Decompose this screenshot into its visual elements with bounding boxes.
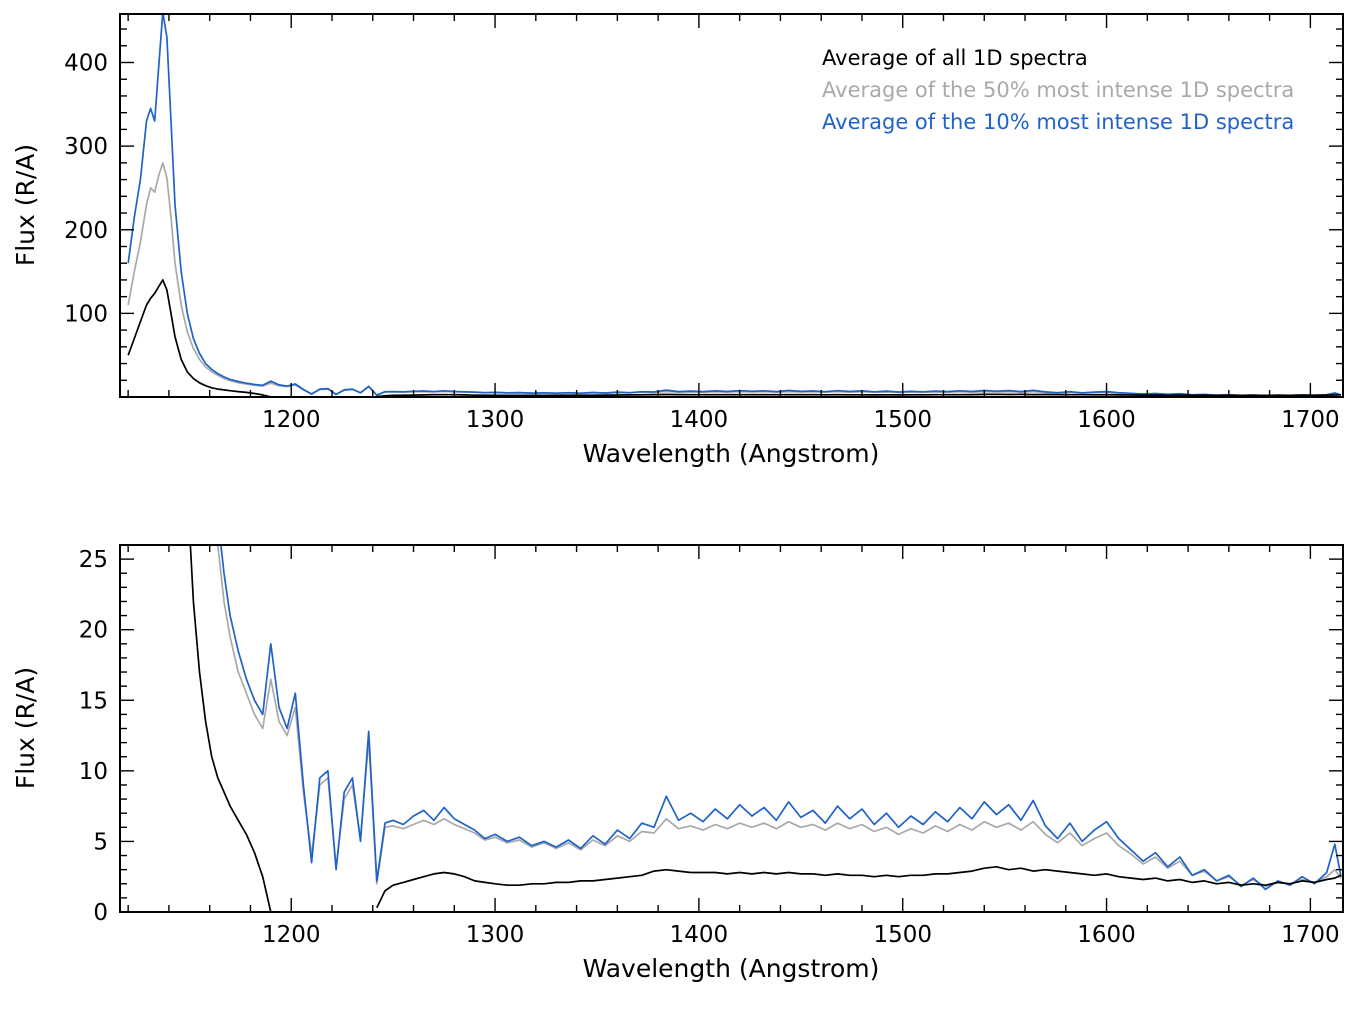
axis-ticks	[120, 14, 1343, 398]
x-tick-label: 1200	[262, 922, 321, 948]
bottom-panel: 1200 1300 1400 1500 1600 1700 0 5 10 15 20 25 Flux …	[11, 544, 1344, 983]
series-line-0	[127, 279, 1342, 397]
axis-tick-labels: 1200 1300 1400 1500 1600 1700 100 200 300 400	[64, 51, 1340, 433]
top-ylabel: Flux (R/A)	[11, 144, 40, 266]
x-tick-label: 1600	[1077, 407, 1136, 433]
axis-ticks	[120, 544, 1343, 913]
x-tick-label: 1400	[670, 922, 729, 948]
plot-frame	[119, 13, 1344, 398]
y-tick-label: 15	[79, 688, 108, 714]
y-tick-label: 0	[93, 900, 108, 926]
series-line-1	[127, 162, 1342, 397]
bottom-ylabel: Flux (R/A)	[11, 667, 40, 789]
x-tick-label: 1700	[1281, 922, 1340, 948]
top-xlabel: Wavelength (Angstrom)	[583, 439, 880, 468]
x-tick-label: 1400	[670, 407, 729, 433]
y-tick-label: 300	[64, 134, 108, 160]
bottom-xlabel: Wavelength (Angstrom)	[583, 954, 880, 983]
y-tick-label: 25	[79, 547, 108, 573]
series-line-2	[220, 545, 1342, 891]
y-tick-label: 200	[64, 218, 108, 244]
x-tick-label: 1700	[1281, 407, 1340, 433]
x-tick-label: 1300	[466, 922, 525, 948]
x-tick-label: 1500	[873, 407, 932, 433]
x-tick-label: 1500	[873, 922, 932, 948]
series-line-0	[189, 545, 1342, 912]
top-panel-plot-area: 1200 1300 1400 1500 1600 1700 100 200 300 400	[64, 13, 1344, 433]
bottom-panel-plot-area: 1200 1300 1400 1500 1600 1700 0 5 10 15 20 25	[79, 544, 1344, 948]
axis-tick-labels: 1200 1300 1400 1500 1600 1700 0 5 10 15 20 25	[79, 547, 1340, 948]
y-tick-label: 20	[79, 618, 108, 644]
legend-entry-10pct: Average of the 10% most intense 1D spect…	[822, 110, 1294, 134]
y-tick-label: 100	[64, 301, 108, 327]
legend-entry-all: Average of all 1D spectra	[822, 46, 1088, 70]
legend: Average of all 1D spectra Average of the…	[822, 46, 1294, 134]
legend-entry-50pct: Average of the 50% most intense 1D spect…	[822, 78, 1294, 102]
plot-frame	[119, 544, 1344, 913]
series-line-1	[216, 545, 1342, 888]
x-tick-label: 1600	[1077, 922, 1136, 948]
x-tick-label: 1200	[262, 407, 321, 433]
x-tick-label: 1300	[466, 407, 525, 433]
y-tick-label: 10	[79, 759, 108, 785]
top-panel: 1200 1300 1400 1500 1600 1700 100 200 300 400 Flu…	[11, 13, 1344, 468]
y-tick-label: 5	[93, 829, 108, 855]
series-line-2	[127, 14, 1342, 397]
y-tick-label: 400	[64, 51, 108, 77]
